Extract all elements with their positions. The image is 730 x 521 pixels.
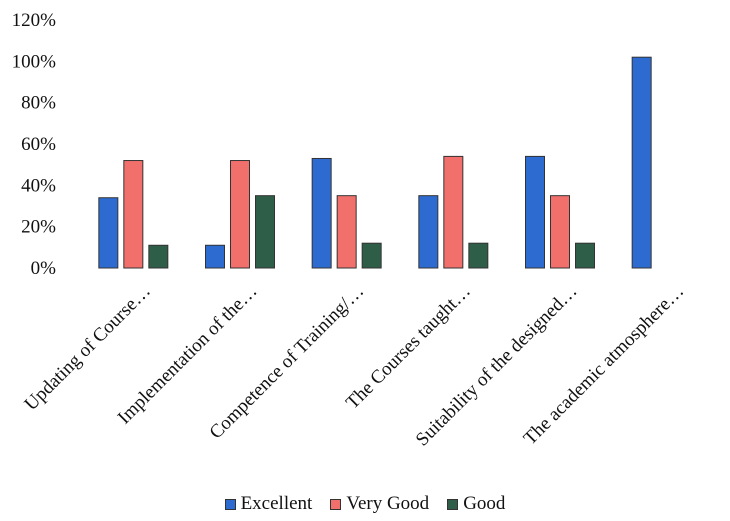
y-axis-ticks: 0% 20% 40% 60% 80% 100% 120%: [12, 10, 57, 279]
bar-excellent: [525, 155, 545, 269]
legend-swatch: [447, 498, 459, 510]
bar-excellent: [631, 56, 652, 269]
bar-very-good: [443, 155, 464, 269]
bar-good: [468, 242, 489, 269]
legend-swatch: [330, 498, 342, 510]
bar-good: [575, 242, 595, 269]
legend-item: Good: [447, 493, 505, 515]
y-tick-label: 60%: [21, 134, 56, 155]
y-tick-label: 80%: [21, 93, 56, 114]
legend: Excellent Very Good Good: [0, 492, 730, 516]
bar-good: [255, 195, 275, 269]
y-tick-label: 100%: [12, 51, 57, 72]
bar-good: [361, 242, 382, 269]
x-axis-labels: Updating of Course…Implementation of the…: [21, 281, 689, 451]
legend-label: Very Good: [346, 493, 430, 514]
y-tick-label: 120%: [12, 10, 57, 31]
legend-label: Excellent: [240, 493, 313, 514]
bar-very-good: [230, 160, 250, 269]
bar-good: [148, 244, 169, 269]
bar-excellent: [418, 195, 439, 269]
y-tick-label: 20%: [21, 217, 56, 238]
bar-very-good: [123, 160, 144, 269]
bar-very-good: [336, 195, 357, 269]
legend-label: Good: [463, 493, 506, 514]
legend-item: Excellent: [224, 493, 313, 515]
bar-excellent: [311, 157, 332, 269]
y-tick-label: 0%: [31, 258, 57, 279]
y-tick-label: 40%: [21, 175, 56, 196]
bar-excellent: [205, 244, 225, 269]
bar-chart: 0% 20% 40% 60% 80% 100% 120% Updating of Cours…: [12, 10, 689, 451]
bar-very-good: [550, 195, 570, 269]
bar-excellent: [98, 197, 119, 269]
bars: [98, 56, 652, 269]
legend-item: Very Good: [330, 493, 429, 515]
legend-swatch: [224, 498, 236, 510]
